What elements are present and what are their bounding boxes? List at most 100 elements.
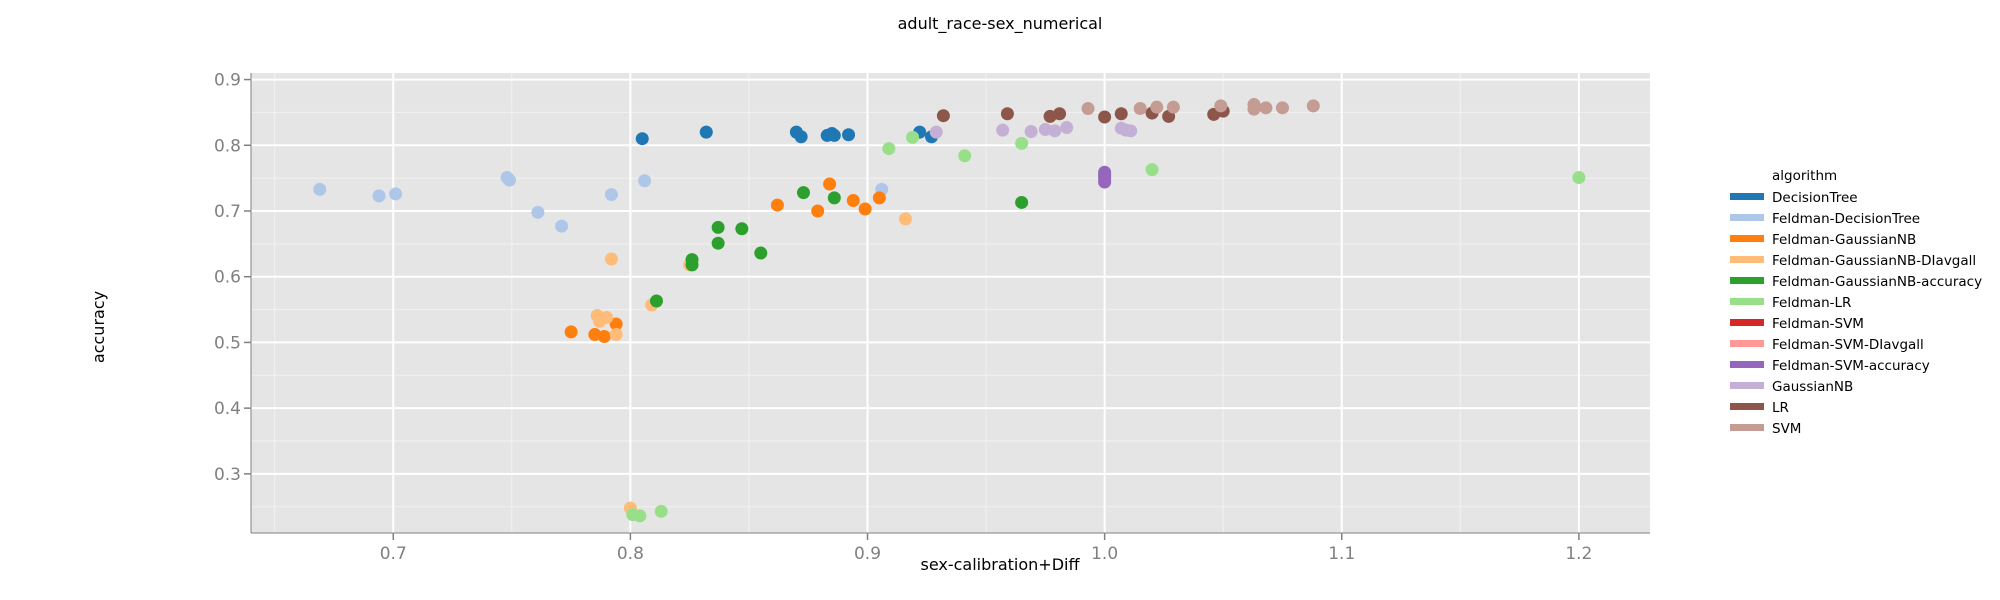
legend-label: Feldman-SVM [1772, 316, 1864, 332]
data-point [1060, 121, 1074, 135]
x-axis: 0.7 0.8 0.9 1.0 1.1 1.2 [251, 532, 1650, 564]
legend-label: SVM [1772, 421, 1801, 437]
y-tick-label: 0.8 [214, 136, 241, 156]
data-point [846, 193, 860, 207]
data-point [597, 330, 611, 344]
y-tick-label: 0.5 [214, 333, 241, 353]
data-point [882, 142, 896, 156]
data-point [1098, 165, 1112, 179]
legend-swatch [1730, 340, 1764, 347]
data-point [604, 252, 618, 266]
data-point [770, 198, 784, 212]
legend-swatch [1730, 424, 1764, 431]
legend-swatch [1730, 403, 1764, 410]
data-point [502, 173, 516, 187]
legend-label: Feldman-GaussianNB-DIavgall [1772, 253, 1976, 269]
series-svm [1081, 98, 1320, 116]
data-point [906, 130, 920, 144]
legend-swatch [1730, 361, 1764, 368]
data-point [996, 123, 1010, 137]
data-point [754, 246, 768, 260]
x-tick-label: 0.9 [854, 544, 881, 564]
data-point [929, 125, 943, 139]
data-point [685, 258, 699, 272]
data-point [872, 191, 886, 205]
data-point [564, 325, 578, 339]
data-point [1038, 123, 1052, 137]
data-point [609, 328, 623, 342]
data-point [1166, 100, 1180, 114]
major-grid [251, 73, 1650, 533]
data-point [649, 294, 663, 308]
data-point [1150, 100, 1164, 114]
data-point [1259, 101, 1273, 115]
y-tick-label: 0.6 [214, 268, 241, 288]
series-feldman-svm-accuracy [1098, 165, 1112, 189]
legend-label: Feldman-DecisionTree [1772, 211, 1920, 227]
legend-label: Feldman-SVM-accuracy [1772, 358, 1930, 374]
data-point [1024, 124, 1038, 138]
minor-grid [251, 73, 1650, 533]
chart-title: adult_race-sex_numerical [898, 14, 1103, 34]
data-point [1275, 101, 1289, 115]
data-point [531, 205, 545, 219]
data-point [1053, 107, 1067, 121]
data-points [313, 98, 1586, 523]
data-point [1114, 107, 1128, 121]
data-point [699, 125, 713, 139]
data-point [794, 130, 808, 144]
x-tick-label: 1.0 [1091, 544, 1118, 564]
data-point [609, 317, 623, 331]
series-feldman-gaussiannb-accuracy [649, 186, 1029, 308]
x-tick-label: 1.1 [1328, 544, 1355, 564]
x-axis-label: sex-calibration+Diff [920, 555, 1080, 574]
legend-swatch [1730, 256, 1764, 263]
legend-swatch [1730, 382, 1764, 389]
data-point [827, 191, 841, 205]
series-feldman-lr [626, 130, 1586, 523]
plot-panel [251, 73, 1650, 533]
legend-title: algorithm [1772, 168, 1837, 184]
data-point [313, 182, 327, 196]
data-point [389, 187, 403, 201]
legend-label: GaussianNB [1772, 379, 1853, 395]
data-point [555, 219, 569, 233]
legend-swatch [1730, 235, 1764, 242]
data-point [1124, 124, 1138, 138]
data-point [823, 177, 837, 191]
data-point [827, 128, 841, 142]
data-point [898, 212, 912, 226]
data-point [654, 504, 668, 518]
series-feldman-decisiontree [313, 170, 889, 233]
data-point [858, 202, 872, 216]
x-tick-label: 0.7 [380, 544, 407, 564]
data-point [842, 128, 856, 142]
legend-label: Feldman-GaussianNB [1772, 232, 1916, 248]
legend-swatch [1730, 298, 1764, 305]
data-point [1214, 99, 1228, 113]
x-tick-label: 0.8 [617, 544, 644, 564]
legend-swatch [1730, 277, 1764, 284]
legend-items: DecisionTree Feldman-DecisionTree Feldman-… [1730, 190, 1982, 437]
legend-label: Feldman-GaussianNB-accuracy [1772, 274, 1982, 290]
data-point [638, 174, 652, 188]
y-axis-label: accuracy [89, 291, 108, 363]
data-point [1081, 101, 1095, 115]
data-point [796, 186, 810, 200]
legend: algorithm DecisionTree Feldman-DecisionTr… [1730, 168, 1982, 437]
data-point [811, 204, 825, 218]
y-tick-label: 0.3 [214, 465, 241, 485]
y-tick-label: 0.9 [214, 71, 241, 91]
data-point [604, 188, 618, 202]
y-tick-label: 0.4 [214, 399, 241, 419]
legend-label: Feldman-SVM-DIavgall [1772, 337, 1924, 353]
data-point [1015, 136, 1029, 150]
data-point [1000, 107, 1014, 121]
legend-swatch [1730, 214, 1764, 221]
data-point [1247, 102, 1261, 116]
data-point [1306, 99, 1320, 113]
y-axis: 0.3 0.4 0.5 0.6 0.7 0.8 0.9 [214, 71, 252, 533]
y-tick-label: 0.7 [214, 202, 241, 222]
data-point [711, 220, 725, 234]
